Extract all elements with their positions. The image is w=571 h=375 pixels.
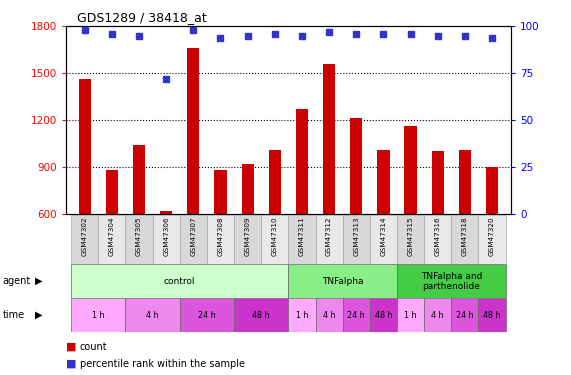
FancyBboxPatch shape [478,298,505,332]
Text: GSM47315: GSM47315 [408,216,413,256]
Text: 24 h: 24 h [456,310,474,320]
Bar [296,109,308,214]
Bar [106,170,118,214]
Text: GSM47310: GSM47310 [272,216,278,256]
FancyBboxPatch shape [207,214,234,264]
Bar [377,150,389,214]
FancyBboxPatch shape [261,214,288,264]
Text: 48 h: 48 h [252,310,270,320]
Bar [323,64,335,214]
FancyBboxPatch shape [424,214,451,264]
Text: GSM47309: GSM47309 [244,216,251,256]
FancyBboxPatch shape [316,298,343,332]
FancyBboxPatch shape [126,298,180,332]
Text: 4 h: 4 h [323,310,335,320]
Bar [269,150,281,214]
Text: 4 h: 4 h [432,310,444,320]
Text: GSM47320: GSM47320 [489,216,495,256]
Text: GSM47302: GSM47302 [82,216,88,256]
FancyBboxPatch shape [98,214,126,264]
FancyBboxPatch shape [397,264,505,298]
FancyBboxPatch shape [288,264,397,298]
FancyBboxPatch shape [288,298,316,332]
Text: 4 h: 4 h [146,310,159,320]
Bar [79,80,91,214]
Text: 1 h: 1 h [404,310,417,320]
Text: 24 h: 24 h [347,310,365,320]
FancyBboxPatch shape [343,214,370,264]
Text: ■: ■ [66,342,76,352]
FancyBboxPatch shape [234,298,288,332]
Text: GSM47306: GSM47306 [163,216,169,256]
Bar [486,167,498,214]
Text: GDS1289 / 38418_at: GDS1289 / 38418_at [77,11,207,24]
Bar [432,151,444,214]
Text: TNFalpha: TNFalpha [322,277,363,286]
Text: GSM47314: GSM47314 [380,216,387,256]
Bar [350,118,363,214]
FancyBboxPatch shape [478,214,505,264]
FancyBboxPatch shape [316,214,343,264]
Text: time: time [3,310,25,320]
Text: agent: agent [3,276,31,286]
FancyBboxPatch shape [71,264,288,298]
Bar [214,170,227,214]
Text: GSM47316: GSM47316 [435,216,441,256]
Text: ▶: ▶ [35,276,43,286]
Bar [242,164,254,214]
FancyBboxPatch shape [451,298,478,332]
Text: count: count [80,342,107,352]
Text: GSM47318: GSM47318 [462,216,468,256]
FancyBboxPatch shape [451,214,478,264]
Text: 48 h: 48 h [375,310,392,320]
Text: 1 h: 1 h [296,310,308,320]
FancyBboxPatch shape [343,298,370,332]
Text: 48 h: 48 h [483,310,501,320]
FancyBboxPatch shape [234,214,261,264]
Text: ■: ■ [66,359,76,369]
Text: GSM47312: GSM47312 [326,216,332,256]
Text: ▶: ▶ [35,310,43,320]
FancyBboxPatch shape [424,298,451,332]
Bar [459,150,471,214]
FancyBboxPatch shape [370,214,397,264]
Text: 24 h: 24 h [198,310,216,320]
Text: GSM47311: GSM47311 [299,216,305,256]
Bar [187,48,199,214]
Text: 1 h: 1 h [92,310,104,320]
FancyBboxPatch shape [288,214,316,264]
FancyBboxPatch shape [397,214,424,264]
Text: TNFalpha and
parthenolide: TNFalpha and parthenolide [421,272,482,291]
Bar [133,145,145,214]
FancyBboxPatch shape [71,214,98,264]
FancyBboxPatch shape [126,214,152,264]
FancyBboxPatch shape [152,214,180,264]
Text: GSM47307: GSM47307 [190,216,196,256]
Text: GSM47305: GSM47305 [136,216,142,256]
Bar [160,211,172,214]
Text: percentile rank within the sample: percentile rank within the sample [80,359,245,369]
Text: GSM47313: GSM47313 [353,216,359,256]
FancyBboxPatch shape [180,214,207,264]
Text: GSM47304: GSM47304 [109,216,115,256]
FancyBboxPatch shape [397,298,424,332]
FancyBboxPatch shape [180,298,234,332]
Bar [404,126,417,214]
FancyBboxPatch shape [370,298,397,332]
Text: control: control [164,277,195,286]
Text: GSM47308: GSM47308 [218,216,223,256]
FancyBboxPatch shape [71,298,126,332]
